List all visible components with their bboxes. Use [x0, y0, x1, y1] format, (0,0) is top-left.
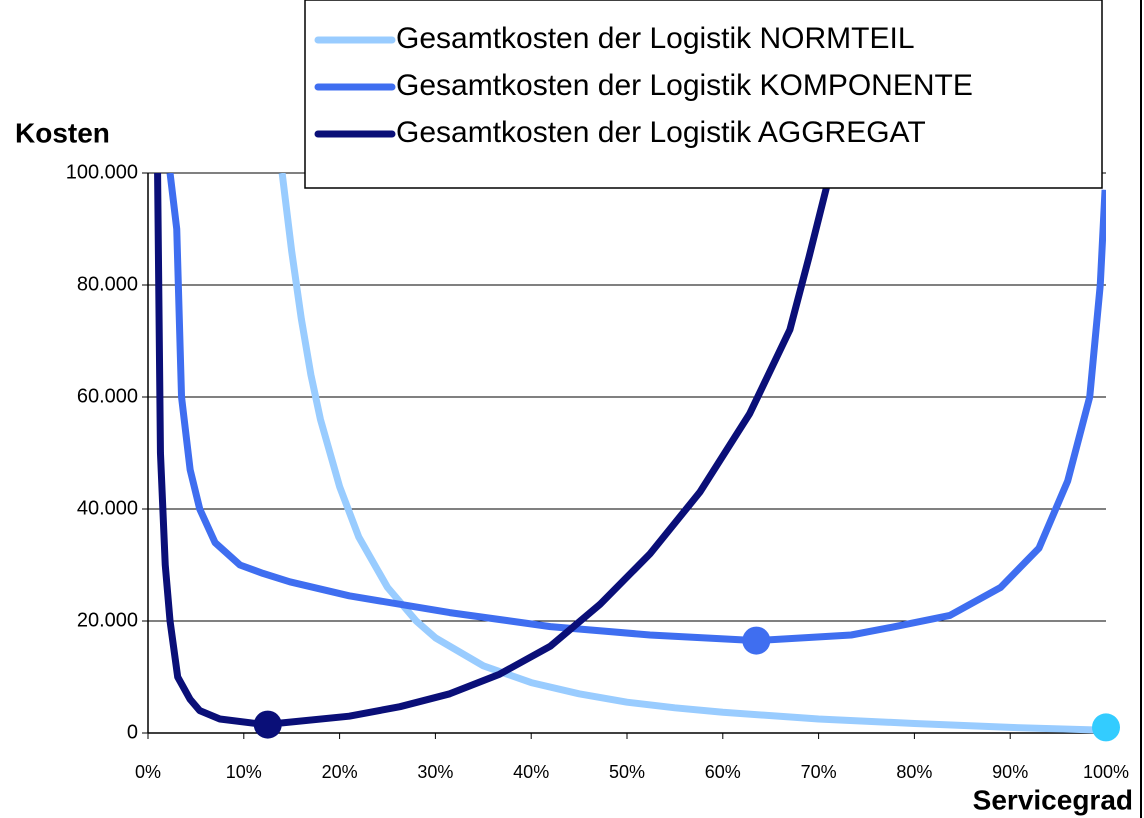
plot-area — [154, 173, 1106, 734]
x-tick-label: 80% — [896, 762, 932, 782]
x-tick-label: 40% — [513, 762, 549, 782]
y-tick-label: 0 — [127, 721, 138, 743]
legend-label: Gesamtkosten der Logistik NORMTEIL — [396, 22, 915, 55]
x-tick-label: 100% — [1083, 762, 1129, 782]
y-tick-label: 20.000 — [77, 609, 138, 631]
x-tick-label: 30% — [417, 762, 453, 782]
x-tick-label: 10% — [226, 762, 262, 782]
x-tick-label: 50% — [609, 762, 645, 782]
y-axis-title: Kosten — [15, 117, 110, 148]
y-tick-label: 80.000 — [77, 273, 138, 295]
y-tick-label: 60.000 — [77, 385, 138, 407]
legend-box — [304, 0, 1103, 189]
y-tick-label: 40.000 — [77, 497, 138, 519]
x-axis-title: Servicegrad — [973, 784, 1133, 815]
line-series — [154, 173, 834, 729]
line-series — [166, 173, 1106, 645]
marker — [742, 626, 771, 655]
marker — [253, 710, 282, 739]
x-tick-label: 90% — [992, 762, 1028, 782]
x-tick-label: 70% — [801, 762, 837, 782]
legend-label: Gesamtkosten der Logistik KOMPONENTE — [396, 69, 973, 102]
marker — [1092, 713, 1120, 742]
line-series — [278, 173, 1106, 734]
legend-label: Gesamtkosten der Logistik AGGREGAT — [396, 116, 926, 149]
x-tick-label: 20% — [322, 762, 358, 782]
x-tick-label: 0% — [135, 762, 161, 782]
x-tick-label: 60% — [705, 762, 741, 782]
y-tick-label: 100.000 — [66, 161, 138, 183]
